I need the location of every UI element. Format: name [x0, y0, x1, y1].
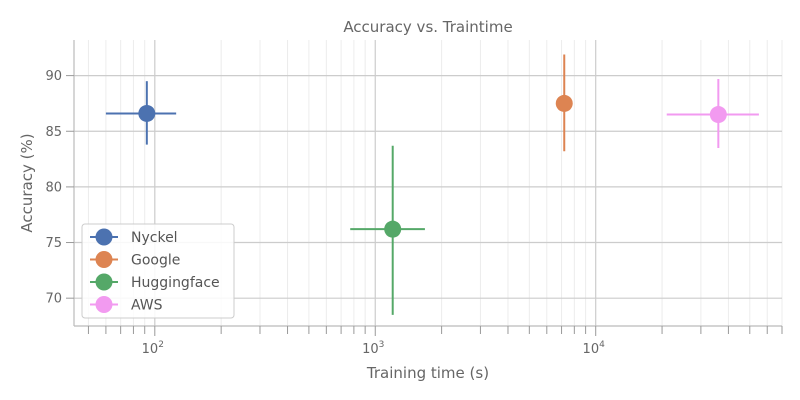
series-point-group [350, 145, 425, 315]
data-point [138, 104, 156, 122]
legend-box [81, 223, 235, 319]
legend-label: AWS [131, 298, 163, 314]
legend-marker [95, 251, 113, 268]
y-tick-label: 80 [45, 180, 62, 195]
legend-label: Nyckel [131, 230, 178, 246]
series-point-group [555, 54, 573, 152]
legend-marker [95, 296, 113, 313]
legend-label: Google [131, 253, 180, 269]
legend: Nyckel Google Huggingface AWS [81, 223, 235, 319]
ticks: 102 103 104 70 75 80 85 90 [45, 69, 783, 357]
y-axis-label: Accuracy (%) [18, 133, 36, 232]
x-tick-label: 103 [362, 340, 384, 357]
legend-marker [95, 228, 113, 246]
data-marks [105, 54, 759, 315]
x-axis-label: Training time (s) [366, 364, 489, 382]
legend-label: Huggingface [131, 275, 220, 291]
chart-title: Accuracy vs. Traintime [343, 18, 512, 36]
data-point [555, 94, 573, 112]
series-point-group [105, 81, 177, 145]
y-tick-label: 75 [45, 236, 62, 251]
y-tick-label: 90 [45, 69, 62, 84]
axes [73, 40, 782, 327]
series-point-group [666, 78, 759, 148]
data-point [709, 106, 727, 124]
x-tick-label: 102 [142, 340, 164, 357]
y-tick-label: 85 [45, 125, 62, 140]
data-point [384, 220, 402, 238]
y-tick-label: 70 [45, 292, 62, 307]
legend-marker [95, 273, 113, 291]
minor-gridlines [87, 40, 783, 326]
x-tick-label: 104 [583, 340, 606, 357]
